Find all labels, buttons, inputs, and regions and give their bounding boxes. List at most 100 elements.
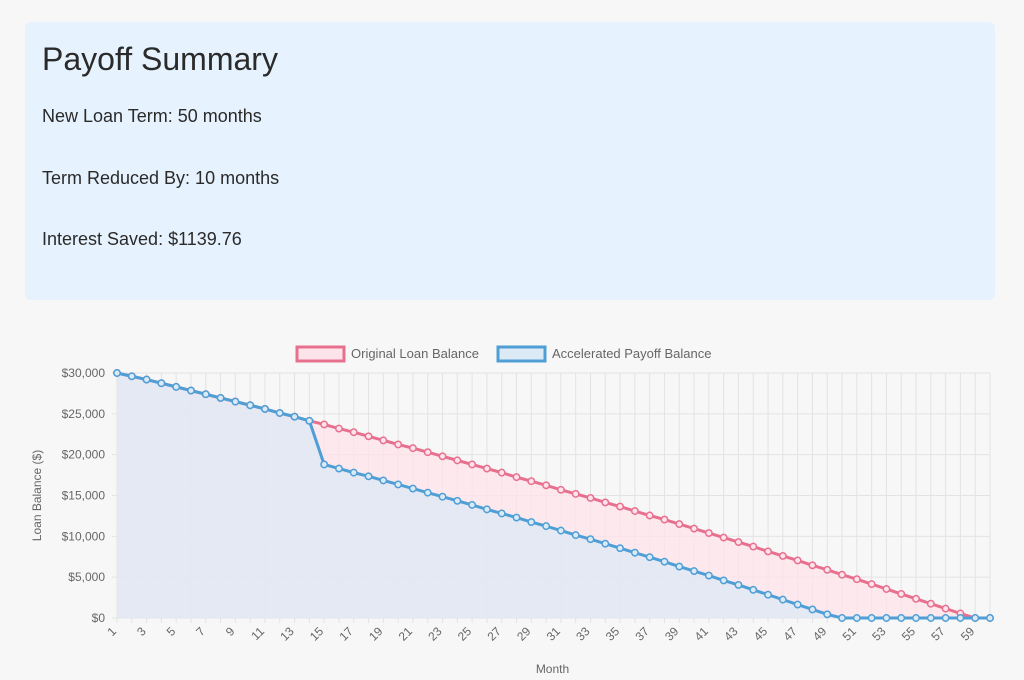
- data-point: [897, 589, 906, 598]
- data-point: [630, 548, 639, 557]
- data-point: [142, 375, 151, 384]
- data-point: [926, 599, 935, 608]
- interest-saved: Interest Saved: $1139.76: [42, 229, 242, 249]
- x-tick-label: 43: [721, 624, 741, 644]
- data-point: [527, 518, 536, 526]
- x-tick-label: 5: [164, 624, 179, 639]
- data-point: [660, 557, 669, 566]
- data-point: [586, 494, 595, 502]
- data-point: [986, 614, 994, 622]
- data-point: [275, 409, 284, 417]
- data-point: [394, 440, 403, 449]
- x-tick-label: 37: [632, 624, 652, 644]
- term-reduced-by: Term Reduced By: 10 months: [42, 168, 280, 188]
- accelerated-balance-area: [117, 373, 990, 618]
- data-point: [660, 515, 669, 524]
- x-tick-label: 41: [692, 624, 712, 644]
- data-point: [616, 544, 625, 553]
- x-tick-label: 35: [603, 624, 623, 644]
- data-point: [645, 511, 654, 520]
- y-tick-label: $10,000: [62, 529, 106, 543]
- data-point: [571, 489, 580, 498]
- x-tick-label: 59: [958, 624, 978, 644]
- data-point: [823, 610, 832, 619]
- legend-item-original-balance: Original Loan Balance: [295, 345, 479, 363]
- y-tick-label: $25,000: [62, 407, 106, 421]
- x-tick-label: 13: [277, 624, 297, 644]
- data-point: [364, 472, 373, 481]
- y-tick-label: $30,000: [62, 366, 106, 380]
- legend-label: Accelerated Payoff Balance: [552, 346, 711, 361]
- x-tick-label: 7: [193, 624, 208, 639]
- data-point: [675, 520, 684, 529]
- data-point: [793, 556, 802, 565]
- legend-swatch: [295, 345, 346, 363]
- data-point: [453, 496, 462, 505]
- payoff-summary-panel: Payoff Summary New Loan Term: 50 months …: [25, 22, 995, 300]
- data-point: [897, 614, 906, 622]
- data-point: [571, 531, 580, 540]
- data-point: [320, 460, 329, 469]
- data-point: [246, 401, 255, 410]
- data-point: [912, 594, 920, 603]
- data-point: [645, 553, 654, 562]
- data-point: [778, 551, 787, 560]
- data-point: [468, 460, 477, 469]
- data-point: [808, 561, 817, 570]
- data-point: [379, 476, 388, 485]
- data-point: [630, 507, 639, 515]
- y-axis-title: Loan Balance ($): [30, 450, 44, 541]
- y-tick-label: $5,000: [68, 570, 105, 584]
- data-point: [556, 526, 565, 535]
- y-tick-label: $15,000: [62, 489, 106, 503]
- data-point: [719, 576, 728, 585]
- data-point: [912, 614, 920, 622]
- data-point: [823, 565, 832, 574]
- accelerated-balance-points: [113, 369, 994, 622]
- legend-item-accelerated-balance: Accelerated Payoff Balance: [496, 345, 711, 363]
- data-point: [586, 535, 595, 544]
- data-point: [438, 492, 447, 501]
- x-tick-label: 39: [662, 624, 682, 644]
- x-tick-label: 49: [810, 624, 830, 644]
- x-tick-label: 25: [455, 624, 475, 644]
- x-tick-label: 9: [223, 624, 238, 639]
- data-point: [364, 432, 373, 441]
- data-point: [542, 522, 551, 531]
- data-point: [527, 477, 536, 486]
- data-point: [838, 570, 846, 579]
- x-tick-label: 15: [307, 624, 327, 644]
- data-point: [690, 524, 699, 533]
- y-tick-label: $20,000: [62, 448, 106, 462]
- x-tick-label: 53: [869, 624, 889, 644]
- new-loan-term: New Loan Term: 50 months: [42, 106, 262, 126]
- data-point: [438, 452, 447, 461]
- data-point: [734, 580, 743, 589]
- x-tick-label: 27: [484, 624, 504, 644]
- x-tick-label: 19: [366, 624, 386, 644]
- data-point: [349, 428, 358, 437]
- data-point: [408, 484, 417, 493]
- data-point: [808, 605, 817, 614]
- data-point: [719, 533, 728, 542]
- x-tick-label: 23: [425, 624, 445, 644]
- data-point: [408, 444, 417, 453]
- data-point: [867, 580, 876, 589]
- x-tick-label: 45: [751, 624, 771, 644]
- x-tick-label: 57: [928, 624, 948, 644]
- data-point: [216, 393, 225, 402]
- x-tick-label: 11: [248, 624, 267, 643]
- data-point: [793, 600, 802, 609]
- data-point: [497, 468, 506, 477]
- data-point: [231, 397, 240, 406]
- data-point: [867, 614, 876, 622]
- summary-title: Payoff Summary: [42, 41, 278, 77]
- data-point: [512, 513, 521, 522]
- data-point: [113, 369, 121, 377]
- data-point: [305, 416, 314, 425]
- data-point: [616, 502, 625, 511]
- x-tick-label: 17: [337, 624, 357, 644]
- data-point: [157, 379, 166, 388]
- data-point: [127, 372, 136, 381]
- data-point: [290, 412, 299, 421]
